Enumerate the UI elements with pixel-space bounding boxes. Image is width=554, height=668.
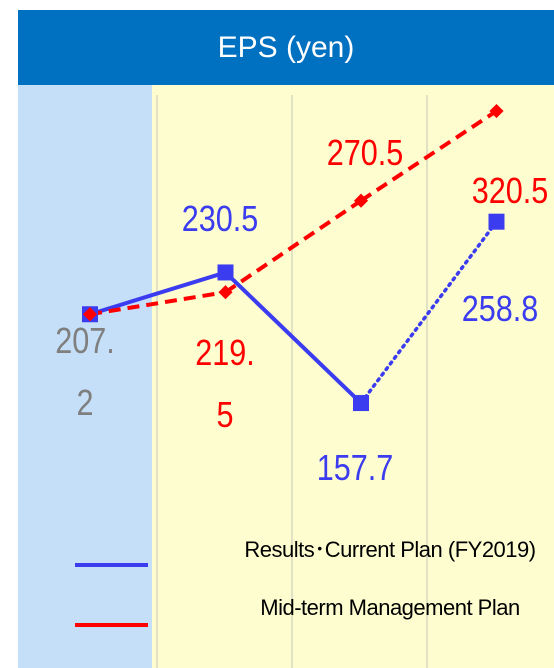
data-label: 207.2 bbox=[55, 320, 115, 423]
legend-label: Results･Current Plan (FY2019) bbox=[244, 537, 536, 562]
marker bbox=[353, 193, 369, 208]
data-label: 270.5 bbox=[326, 132, 404, 173]
line-segment bbox=[89, 270, 227, 317]
line-segment bbox=[224, 271, 363, 405]
data-label: 157.7 bbox=[316, 447, 394, 488]
marker bbox=[217, 264, 234, 281]
data-label: 320.5 bbox=[471, 170, 549, 211]
line-segment bbox=[359, 219, 499, 405]
data-label: 230.5 bbox=[181, 198, 259, 239]
marker bbox=[353, 395, 369, 412]
title-bar bbox=[18, 10, 554, 85]
plan-band bbox=[152, 85, 554, 668]
chart-title: EPS (yen) bbox=[217, 31, 355, 64]
data-label: 258.8 bbox=[461, 288, 539, 329]
line-segment bbox=[359, 109, 498, 203]
marker bbox=[489, 103, 504, 119]
legend-label: Mid-term Management Plan bbox=[260, 595, 520, 620]
marker bbox=[82, 307, 98, 322]
line-segment bbox=[224, 199, 363, 294]
marker bbox=[488, 213, 505, 230]
line-segment bbox=[89, 290, 226, 317]
data-label: 219.5 bbox=[195, 332, 255, 435]
marker bbox=[218, 285, 233, 300]
results-band bbox=[18, 85, 152, 668]
